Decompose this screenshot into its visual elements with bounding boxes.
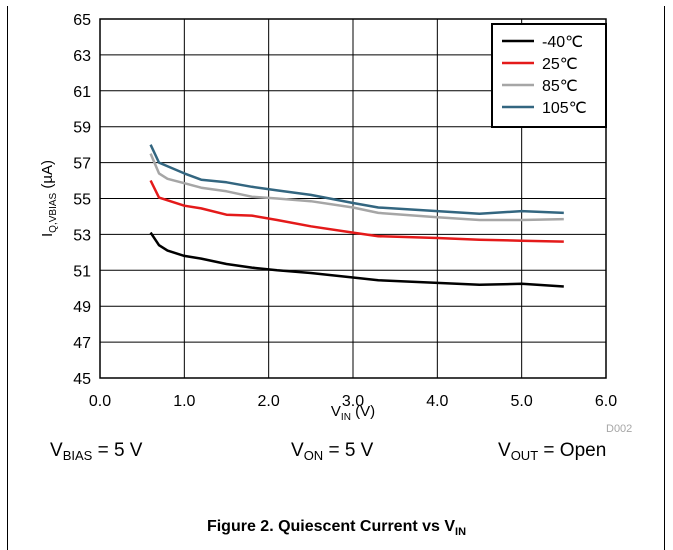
legend-label-3: 105℃ xyxy=(542,100,587,117)
quiescent-current-chart: 0.0 1.0 2.0 3.0 4.0 5.0 6.0 45 47 49 51 53 55 57 59 61… xyxy=(39,12,617,423)
plot-id: D002 xyxy=(606,423,633,435)
y-tick-label-5: 55 xyxy=(73,192,91,209)
figure-caption-main: Figure 2. Quiescent Current vs V xyxy=(206,518,456,535)
plot-area-border xyxy=(99,18,607,379)
condition-von-main: V xyxy=(291,440,304,461)
y-axis-label-main: I xyxy=(39,233,56,237)
frame-right-border xyxy=(664,6,665,550)
condition-von-tail: = 5 V xyxy=(323,440,374,461)
y-tick-label-4: 53 xyxy=(73,227,91,244)
series-line-0 xyxy=(149,231,564,288)
condition-vbias-main: V xyxy=(50,440,63,461)
y-tick-label-2: 49 xyxy=(73,299,91,316)
x-tick-labels: 0.0 1.0 2.0 3.0 4.0 5.0 6.0 xyxy=(89,393,617,410)
legend-label-1: 25℃ xyxy=(542,56,578,73)
x-axis-label-main: V xyxy=(331,403,341,420)
series-line-3 xyxy=(149,144,564,216)
y-tick-label-3: 51 xyxy=(73,263,91,280)
condition-von: VON = 5 V xyxy=(291,440,373,463)
legend-label-2: 85℃ xyxy=(542,78,578,95)
x-axis-label: VIN (V) xyxy=(331,403,375,423)
y-tick-label-8: 61 xyxy=(73,84,91,101)
x-tick-label-2: 2.0 xyxy=(258,393,280,410)
legend-box xyxy=(491,23,607,128)
figure-caption: Figure 2. Quiescent Current vs VIN xyxy=(0,518,673,538)
x-tick-label-3: 3.0 xyxy=(342,393,364,410)
series-lines xyxy=(149,144,564,288)
condition-vout-main: V xyxy=(498,440,511,461)
y-tick-labels: 45 47 49 51 53 55 57 59 61 63 65 xyxy=(73,12,91,388)
series-line-2 xyxy=(149,153,564,222)
x-axis-label-tail: (V) xyxy=(351,403,375,420)
condition-vout: VOUT = Open xyxy=(498,440,606,463)
x-tick-label-0: 0.0 xyxy=(89,393,111,410)
legend: -40℃ 25℃ 85℃ 105℃ xyxy=(491,23,607,128)
y-tick-label-6: 57 xyxy=(73,156,91,173)
series-line-1 xyxy=(149,179,564,243)
y-tick-label-1: 47 xyxy=(73,335,91,352)
y-tick-label-7: 59 xyxy=(73,120,91,137)
y-axis-label-sub: Q,VBIAS xyxy=(48,192,59,232)
condition-vbias: VBIAS = 5 V xyxy=(50,440,142,463)
legend-label-0: -40℃ xyxy=(542,34,583,51)
figure-caption-sub: IN xyxy=(455,526,467,538)
y-tick-label-10: 65 xyxy=(73,12,91,29)
x-tick-label-5: 5.0 xyxy=(511,393,533,410)
condition-vbias-tail: = 5 V xyxy=(92,440,143,461)
y-axis-label-tail: (µA) xyxy=(39,160,56,193)
condition-vbias-sub: BIAS xyxy=(62,448,93,463)
x-tick-label-4: 4.0 xyxy=(426,393,448,410)
x-tick-label-1: 1.0 xyxy=(173,393,195,410)
y-axis-label: IQ,VBIAS (µA) xyxy=(39,160,59,237)
frame-left-border xyxy=(7,6,8,550)
x-tick-label-6: 6.0 xyxy=(595,393,617,410)
x-axis-label-sub: IN xyxy=(341,412,351,423)
condition-vout-tail: = Open xyxy=(538,440,607,461)
y-tick-label-9: 63 xyxy=(73,48,91,65)
condition-vout-sub: OUT xyxy=(510,448,539,463)
y-tick-label-0: 45 xyxy=(73,371,91,388)
condition-von-sub: ON xyxy=(303,448,324,463)
